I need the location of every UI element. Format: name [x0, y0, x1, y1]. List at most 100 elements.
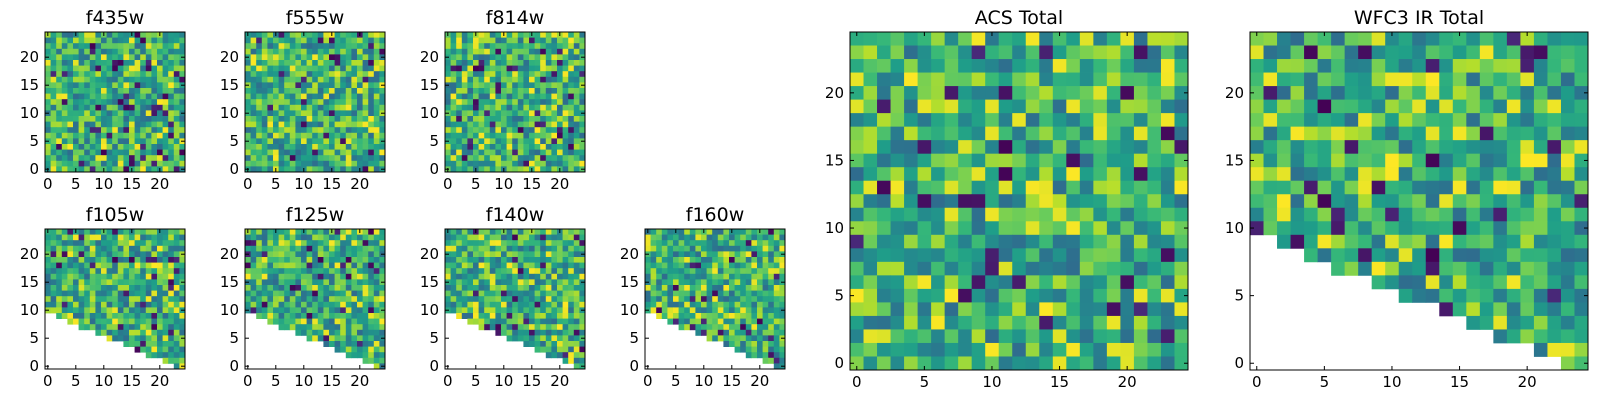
heatmap-cell — [1133, 342, 1148, 357]
heatmap-cell — [877, 261, 891, 276]
heatmap-cell — [245, 273, 251, 280]
heatmap-cell — [173, 32, 180, 38]
heatmap-cell — [129, 82, 135, 89]
heatmap-cell — [998, 356, 1013, 371]
heatmap-cell — [1412, 86, 1427, 100]
heatmap-cell — [568, 296, 575, 303]
heatmap-cell — [1133, 302, 1148, 317]
heatmap-cell — [773, 329, 780, 336]
heatmap-cell — [678, 234, 685, 241]
heatmap-cell — [134, 296, 141, 303]
heatmap-cell — [373, 346, 380, 353]
heatmap-cell — [684, 245, 691, 252]
heatmap-cell — [931, 180, 946, 195]
heatmap-cell — [78, 262, 85, 269]
heatmap-cell — [373, 229, 380, 235]
heatmap-cell — [250, 279, 257, 286]
heatmap-cell — [1052, 302, 1067, 317]
heatmap-cell — [89, 257, 96, 263]
heatmap-cell — [768, 346, 775, 353]
heatmap-cell — [295, 93, 302, 100]
heatmap-cell — [734, 234, 741, 241]
heatmap-cell — [517, 285, 524, 291]
heatmap-cell — [95, 132, 102, 139]
heatmap-cell — [751, 346, 758, 353]
heatmap-cell — [473, 54, 479, 61]
heatmap-cell — [345, 341, 352, 347]
heatmap-cell — [1250, 126, 1264, 141]
heatmap-cell — [301, 104, 307, 111]
heatmap-cell — [729, 251, 735, 258]
heatmap-cell — [1277, 126, 1291, 141]
heatmap-cell — [863, 275, 878, 290]
heatmap-cell — [1147, 153, 1162, 168]
heatmap-cell — [157, 138, 163, 145]
heatmap-cell — [1147, 248, 1162, 263]
heatmap-cell — [245, 268, 251, 275]
heatmap-cell — [168, 65, 175, 72]
heatmap-cell — [1066, 275, 1081, 290]
heatmap-cell — [573, 160, 580, 167]
heatmap-cell — [523, 307, 530, 314]
heatmap-cell — [656, 285, 663, 291]
heatmap-cell — [1466, 113, 1481, 128]
y-tick-label: 5 — [229, 329, 239, 347]
heatmap-cell — [478, 60, 485, 66]
heatmap-cell — [501, 318, 507, 325]
heatmap-cell — [323, 341, 330, 347]
heatmap-cell — [579, 149, 586, 156]
heatmap-cell — [944, 72, 959, 87]
heatmap-cell — [61, 82, 68, 89]
heatmap-cell — [523, 88, 530, 94]
heatmap-cell — [944, 180, 959, 195]
heatmap-cell — [112, 48, 119, 55]
heatmap-cell — [134, 88, 141, 94]
heatmap-cell — [145, 329, 152, 336]
heatmap-cell — [495, 251, 502, 258]
heatmap-cell — [61, 144, 68, 150]
heatmap-cell — [50, 88, 57, 94]
heatmap-cell — [101, 273, 107, 280]
heatmap-cell — [317, 144, 324, 150]
heatmap-cell — [740, 301, 747, 308]
heatmap-cell — [323, 132, 330, 139]
heatmap-cell — [168, 290, 175, 297]
heatmap-cell — [1025, 194, 1040, 209]
heatmap-cell — [134, 262, 141, 269]
heatmap-cell — [1533, 140, 1548, 155]
heatmap-cell — [1160, 302, 1175, 317]
heatmap-cell — [267, 290, 274, 297]
heatmap-cell — [450, 88, 457, 94]
heatmap-cell — [323, 296, 330, 303]
heatmap-cell — [101, 88, 107, 94]
heatmap-cell — [129, 318, 135, 325]
heatmap-cell — [512, 257, 519, 263]
heatmap-cell — [301, 155, 307, 162]
heatmap-cell — [489, 251, 496, 258]
heatmap-cell — [173, 104, 180, 111]
heatmap-cell — [84, 273, 91, 280]
heatmap-cell — [295, 329, 302, 336]
heatmap-cell — [461, 121, 468, 128]
heatmap-cell — [985, 153, 1000, 168]
heatmap-cell — [1533, 86, 1548, 100]
heatmap-cell — [529, 324, 535, 331]
heatmap-cell — [1160, 194, 1175, 209]
heatmap-cell — [1120, 234, 1135, 249]
heatmap-cell — [579, 37, 586, 44]
heatmap-cell — [729, 279, 735, 286]
heatmap-cell — [151, 65, 158, 72]
heatmap-cell — [261, 110, 268, 117]
heatmap-cell — [1506, 126, 1521, 141]
heatmap-cell — [456, 307, 463, 314]
heatmap-cell — [1506, 99, 1521, 114]
heatmap-cell — [123, 54, 130, 61]
heatmap-cell — [729, 324, 735, 331]
heatmap-cell — [562, 329, 569, 336]
heatmap-cell — [495, 116, 502, 122]
heatmap-cell — [73, 127, 79, 134]
heatmap-cell — [551, 352, 558, 359]
heatmap-cell — [145, 104, 152, 111]
heatmap-cell — [123, 99, 130, 106]
heatmap-cell — [323, 149, 330, 156]
